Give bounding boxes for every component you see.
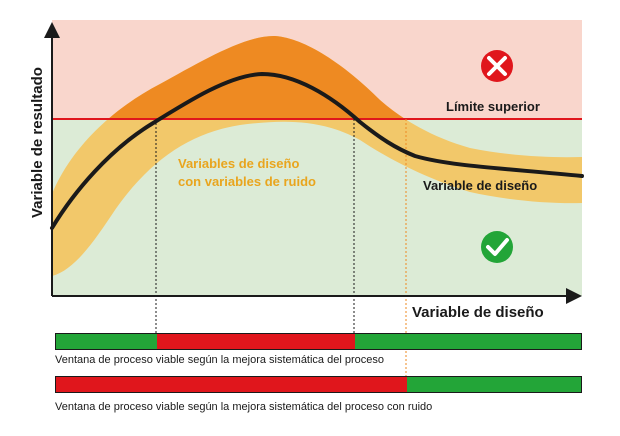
viable-segment [56, 334, 157, 349]
design-variable-curve [50, 71, 584, 230]
non-viable-segment [157, 334, 355, 349]
x-axis-label: Variable de diseño [412, 304, 544, 321]
viable-segment [355, 334, 581, 349]
band-label-line1: Variables de diseño [178, 156, 299, 171]
curve-label: Variable de diseño [423, 178, 537, 193]
process-window-caption-noise: Ventana de proceso viable según la mejor… [55, 401, 433, 413]
process-window-bar-systematic [55, 333, 582, 350]
non-viable-segment [56, 377, 407, 392]
viable-segment [407, 377, 581, 392]
process-window-bar-noise [55, 376, 582, 393]
check-circle-icon [481, 231, 513, 263]
band-label-line2: con variables de ruido [178, 174, 316, 189]
cross-circle-icon [481, 50, 513, 82]
upper-limit-label: Límite superior [446, 99, 540, 114]
process-window-caption-systematic: Ventana de proceso viable según la mejor… [55, 354, 384, 366]
y-axis-label: Variable de resultado [29, 67, 46, 218]
